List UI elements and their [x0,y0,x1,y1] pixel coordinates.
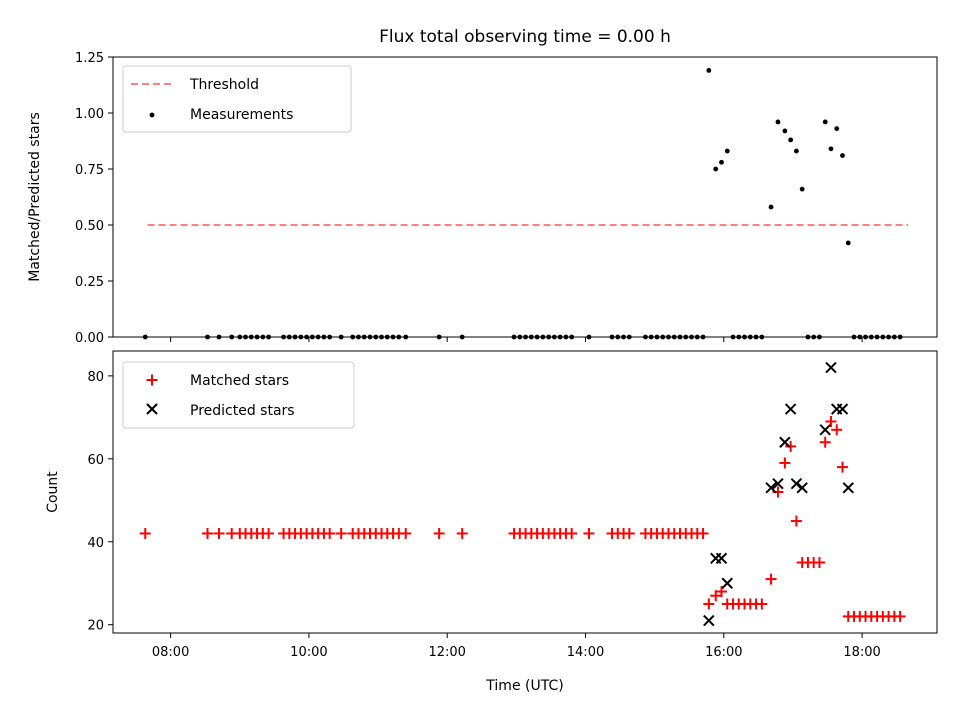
predicted-star-marker [784,403,797,415]
bottom-panel-legend: Matched stars Predicted stars [122,361,355,429]
legend-matched-swatch [146,374,158,386]
measurement-point [788,137,794,143]
bottom-y-tick-label: 60 [87,453,104,468]
top-y-tick-label: 1.25 [75,51,104,66]
matched-star-marker [813,557,825,568]
matched-star-marker [779,457,791,469]
predicted-star-marker [765,482,777,494]
measurement-point [775,119,781,125]
matched-star-marker [202,527,214,539]
measurement-point [840,153,845,158]
bottom-x-tick-label: 18:00 [843,645,880,660]
matched-star-marker [715,586,727,598]
matched-star-marker [825,416,837,427]
top-panel: 0.00 0.25 0.50 0.75 1.00 1.25 Matched/Predict… [27,51,938,346]
predicted-star-marker [825,361,837,374]
bottom-panel-x-axis: 08:00 10:00 12:00 14:00 16:00 18:00 [152,633,881,660]
bottom-panel-x-axis-label: Time (UTC) [485,678,563,694]
measurement-point [822,119,828,125]
measurement-point [799,186,805,192]
bottom-panel-plot-area [139,361,906,627]
measurement-point [706,68,712,73]
matched-star-marker [836,461,848,473]
matched-star-marker [697,527,709,539]
predicted-star-marker [790,477,803,490]
matched-star-marker [324,527,336,539]
bottom-panel-frame [112,350,938,634]
bottom-y-tick-label: 20 [87,619,104,634]
predicted-star-marker [772,477,784,490]
matched-star-marker [263,527,275,539]
matched-star-marker [765,573,777,585]
predicted-star-marker [836,403,849,415]
top-panel-y-axis-label: Matched/Predicted stars [27,112,43,282]
predicted-star-marker [842,482,854,494]
bottom-x-tick-label: 14:00 [567,645,604,660]
legend-matched-label: Matched stars [190,373,289,389]
matched-star-marker [400,527,412,539]
top-y-tick-label: 0.50 [75,219,104,234]
bottom-x-tick-label: 10:00 [290,645,327,660]
matched-star-marker [583,527,595,539]
measurement-point [782,128,788,134]
legend-threshold-label: Threshold [189,77,259,93]
matched-star-marker [819,436,831,448]
legend-measurements-swatch [149,112,155,118]
measurement-point [719,159,724,165]
matched-star-marker [213,527,225,539]
top-legend-box [122,65,352,133]
matched-star-marker [703,598,715,610]
measurement-point [713,166,719,172]
legend-predicted-swatch [146,403,158,415]
top-panel-title: Flux total observing time = 0.00 h [379,27,671,47]
matched-star-marker [623,527,635,539]
legend-predicted-label: Predicted stars [190,403,295,419]
matched-star-marker [790,515,802,527]
bottom-y-tick-label: 80 [87,370,104,385]
measurement-point [828,146,834,152]
top-y-tick-label: 0.75 [75,163,104,178]
measurement-point [834,126,840,132]
bottom-legend-box [122,361,355,429]
matched-star-marker [456,527,468,539]
top-panel-frame [112,56,938,338]
top-y-tick-label: 0.25 [75,275,104,290]
bottom-panel-y-axis: 20 40 60 80 [87,370,113,634]
predicted-star-marker [721,577,733,589]
predicted-star-marker [819,424,831,436]
bottom-x-tick-label: 08:00 [152,645,189,660]
top-panel-y-axis: 0.00 0.25 0.50 0.75 1.00 1.25 [75,51,113,346]
top-panel-x-ticks [170,337,863,342]
matched-star-marker [433,527,445,539]
matched-star-marker [756,598,768,610]
matched-star-marker [710,590,722,602]
top-y-tick-label: 1.00 [75,107,104,122]
measurement-point [845,240,851,246]
matched-star-marker [335,527,347,539]
measurement-point [768,204,774,210]
predicted-star-marker [715,552,728,565]
matched-star-marker [785,440,797,452]
predicted-star-marker [796,482,808,494]
predicted-star-marker [703,614,715,627]
matched-star-marker [566,527,578,539]
measurement-point [724,148,730,154]
bottom-y-tick-label: 40 [87,536,104,551]
legend-measurements-label: Measurements [190,107,293,123]
measurement-point [794,148,799,154]
matched-star-marker [894,610,906,622]
bottom-panel-y-axis-label: Count [45,471,61,513]
bottom-x-tick-label: 12:00 [428,645,465,660]
top-panel-legend: Threshold Measurements [122,65,352,133]
top-y-tick-label: 0.00 [75,331,104,346]
bottom-x-tick-label: 16:00 [705,645,742,660]
matched-star-marker [139,527,151,539]
predicted-star-marker [779,436,791,448]
matched-star-marker [831,424,843,436]
